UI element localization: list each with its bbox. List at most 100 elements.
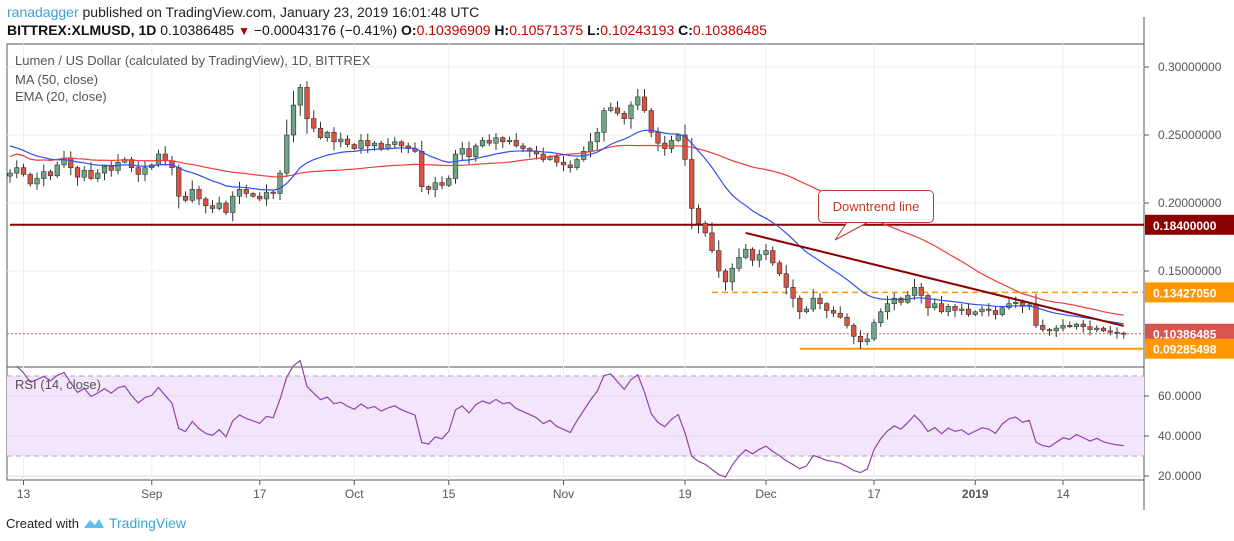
candle-body: [270, 191, 276, 194]
rsi-tick-label: 40.0000: [1158, 429, 1202, 443]
ma-legend[interactable]: MA (50, close): [15, 72, 99, 87]
price-label-box: [1145, 282, 1234, 303]
ma50-line: [9, 144, 1124, 316]
candle-body: [884, 303, 891, 313]
candle-body: [992, 310, 999, 315]
candle-body: [405, 145, 411, 149]
candle-body: [682, 134, 688, 160]
candle-body: [203, 198, 209, 207]
ema-legend[interactable]: EMA (20, close): [15, 89, 107, 104]
price-label: 0.13427050: [1153, 286, 1217, 300]
candle-body: [655, 131, 661, 144]
candle-body: [601, 110, 607, 133]
candle-body: [182, 195, 189, 201]
candle-body: [425, 186, 432, 190]
candle-body: [506, 140, 513, 143]
x-tick-label: 15: [442, 487, 456, 501]
candle-body: [932, 303, 938, 309]
candle-body: [722, 270, 729, 283]
ema20-line: [9, 129, 1124, 325]
price-label: 0.10386485: [1153, 328, 1217, 342]
candle-body: [938, 303, 945, 313]
open-value: 0.10396909: [416, 22, 491, 38]
candle-body: [844, 316, 850, 326]
candle-body: [776, 262, 783, 275]
price-label-box: [1145, 214, 1234, 235]
candle-body: [709, 232, 715, 251]
price-label: 0.09285498: [1153, 343, 1217, 357]
candle-body: [135, 167, 141, 175]
x-tick-label: Sep: [141, 487, 163, 501]
candle-body: [290, 104, 297, 136]
candle-body: [324, 131, 330, 139]
x-tick-label: 13: [17, 487, 31, 501]
candle-body: [371, 142, 378, 147]
symbol: BITTREX:XLMUSD, 1D: [7, 22, 157, 38]
down-arrow-icon: ▼: [238, 24, 250, 38]
price-label: 0.18400000: [1153, 219, 1217, 233]
candle-body: [945, 306, 951, 313]
candle-body: [641, 96, 648, 111]
candle-body: [20, 167, 27, 175]
candle-body: [878, 311, 884, 323]
close-value: 0.10386485: [692, 22, 767, 38]
candle-body: [317, 127, 324, 139]
x-tick-label: Oct: [345, 487, 364, 501]
candle-body: [783, 273, 789, 288]
candle-body: [378, 142, 384, 149]
candle-body: [837, 312, 843, 318]
rsi-band: [7, 376, 1144, 456]
candle-body: [743, 248, 749, 258]
candle-body: [108, 165, 114, 171]
candle-body: [851, 325, 857, 337]
candle-body: [675, 134, 681, 141]
price-chart[interactable]: 13 Sep 17 Oct 15 Nov 19 Dec 17 2019 14 0.30000000 0.…: [0, 0, 1234, 510]
candle-body: [115, 161, 121, 171]
candle-body: [594, 131, 600, 143]
candle-body: [797, 297, 803, 313]
candle-body: [1013, 301, 1019, 304]
candle-body: [871, 322, 877, 340]
x-tick-label: Dec: [755, 487, 776, 501]
author-link[interactable]: ranadagger: [7, 4, 79, 20]
candle-body: [668, 140, 675, 149]
downtrend-annotation: Downtrend line: [818, 190, 934, 223]
candle-body: [925, 295, 931, 309]
candle-body: [331, 131, 337, 143]
low-value: 0.10243193: [600, 22, 675, 38]
candle-body: [891, 297, 897, 304]
y-tick-label: 0.20000000: [1158, 196, 1222, 210]
callout-pointer: [834, 220, 871, 241]
candle-body: [1040, 325, 1046, 330]
y-tick-label: 0.25000000: [1158, 128, 1222, 142]
tradingview-link[interactable]: TradingView: [108, 515, 187, 531]
candle-body: [88, 170, 94, 179]
candle-body: [702, 223, 708, 234]
candle-body: [587, 141, 594, 152]
candle-body: [574, 159, 580, 168]
rsi-legend[interactable]: RSI (14, close): [15, 377, 101, 392]
candle-body: [749, 248, 756, 261]
candle-body: [68, 157, 74, 168]
candle-body: [223, 202, 229, 213]
candle-body: [567, 164, 573, 168]
candle-body: [263, 191, 270, 200]
candle-body: [513, 140, 519, 147]
candle-body: [695, 208, 702, 224]
candle-body: [189, 189, 195, 201]
candle-body: [176, 167, 182, 197]
candle-body: [304, 87, 310, 119]
candle-body: [716, 250, 722, 272]
candle-body: [952, 306, 958, 311]
candle-body: [648, 110, 654, 133]
x-tick-label: 19: [678, 487, 692, 501]
candle-body: [608, 107, 614, 111]
candle-body: [864, 338, 870, 343]
candle-body: [560, 161, 567, 166]
candle-body: [824, 303, 830, 311]
footer: Created with TradingView: [6, 515, 186, 531]
candle-body: [729, 267, 735, 283]
candle-body: [95, 172, 101, 179]
publish-text: published on TradingView.com, January 23…: [82, 4, 480, 20]
downtrend-line: [745, 231, 1124, 327]
